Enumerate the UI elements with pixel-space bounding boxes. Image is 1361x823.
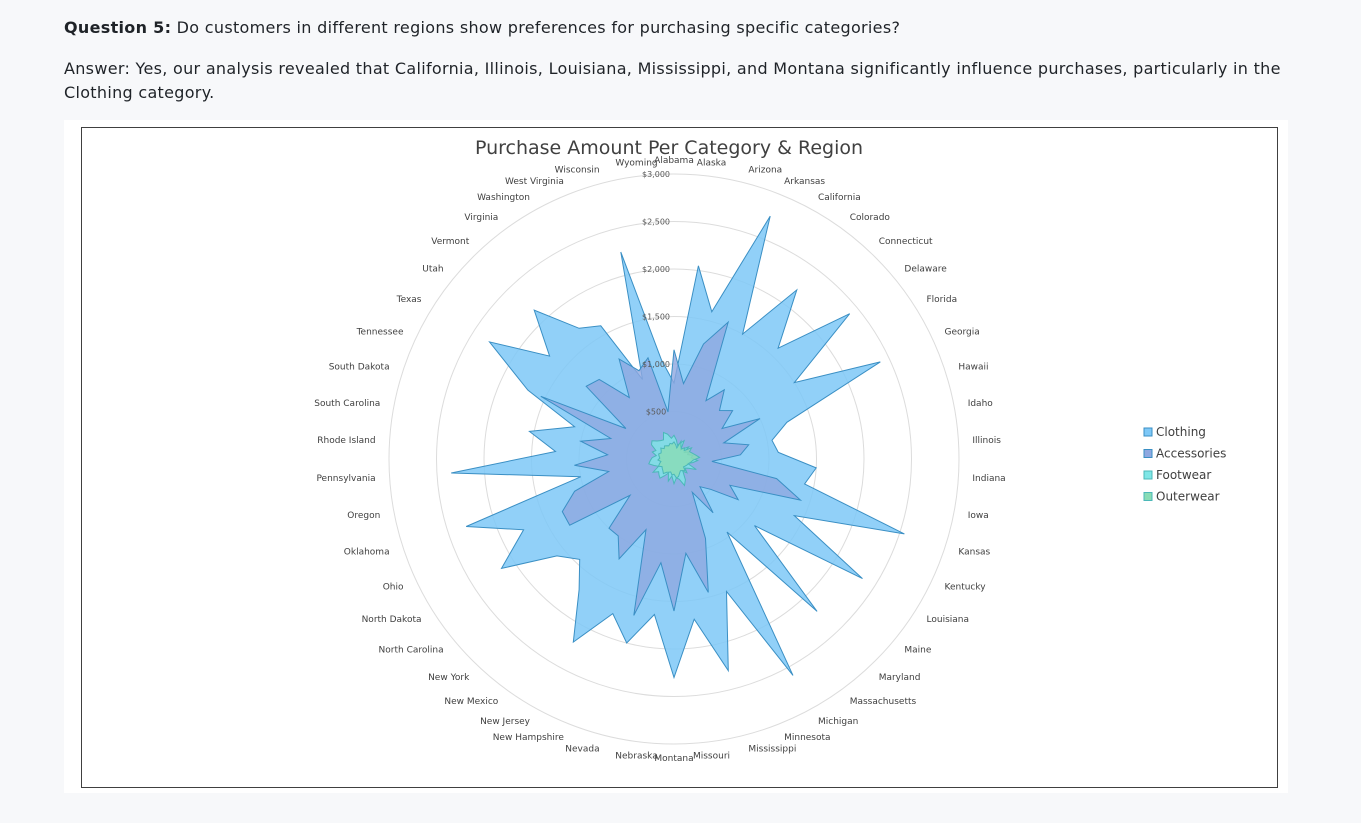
category-label: West Virginia	[505, 177, 564, 187]
category-label: Vermont	[431, 237, 470, 247]
category-label: Alaska	[697, 158, 726, 168]
category-label: Arizona	[748, 165, 782, 175]
category-label: Kansas	[958, 547, 990, 557]
legend-swatch-footwear	[1143, 470, 1153, 480]
category-label: Colorado	[850, 213, 891, 223]
category-label: Oregon	[347, 511, 380, 521]
category-label: Ohio	[383, 582, 404, 592]
legend-swatch-clothing	[1143, 427, 1153, 437]
category-label: Montana	[654, 754, 693, 764]
category-label: Delaware	[904, 264, 947, 274]
category-label: Rhode Island	[317, 436, 375, 446]
category-label: Washington	[477, 193, 530, 203]
category-label: South Carolina	[314, 399, 380, 409]
category-label: Maryland	[879, 673, 921, 683]
category-label: New York	[428, 673, 470, 683]
category-label: Missouri	[693, 752, 730, 762]
category-label: Indiana	[972, 474, 1005, 484]
category-label: Wyoming	[615, 158, 657, 168]
radial-tick-label: $500	[646, 408, 666, 417]
category-label: Oklahoma	[344, 547, 390, 557]
category-label: New Hampshire	[493, 733, 565, 743]
series-outerwear-area	[657, 439, 701, 479]
category-label: Tennessee	[356, 328, 404, 338]
category-label: Virginia	[464, 213, 498, 223]
radar-chart: Purchase Amount Per Category & Region $5…	[81, 127, 1278, 788]
legend-label-outerwear: Outerwear	[1156, 490, 1220, 504]
category-label: Idaho	[968, 399, 994, 409]
category-label: Utah	[422, 264, 443, 274]
category-label: Wisconsin	[555, 165, 600, 175]
category-label: Hawaii	[958, 363, 988, 373]
category-label: Michigan	[818, 717, 858, 727]
category-label: Texas	[396, 295, 422, 305]
answer-text: Answer: Yes, our analysis revealed that …	[64, 59, 1281, 102]
category-label: Florida	[927, 295, 958, 305]
question-heading: Question 5: Do customers in different re…	[64, 17, 900, 39]
category-label: Maine	[904, 646, 931, 656]
radar-gridline-6	[388, 173, 960, 745]
legend-label-footwear: Footwear	[1156, 468, 1211, 482]
category-label: Iowa	[968, 511, 989, 521]
question-text: Do customers in different regions show p…	[171, 18, 901, 37]
radial-tick-label: $3,000	[642, 170, 670, 179]
category-label: California	[818, 193, 861, 203]
category-label: Alabama	[654, 156, 694, 166]
radial-tick-label: $2,500	[642, 218, 670, 227]
legend-label-clothing: Clothing	[1156, 425, 1206, 439]
category-label: Louisiana	[927, 615, 970, 625]
legend-swatch-outerwear	[1143, 492, 1153, 501]
category-label: Minnesota	[784, 733, 830, 743]
category-label: Nebraska	[615, 752, 657, 762]
category-label: New Jersey	[480, 717, 531, 727]
radar-gridline-5	[436, 221, 912, 697]
category-label: Arkansas	[784, 177, 825, 187]
category-label: Connecticut	[879, 237, 933, 247]
radial-tick-label: $1,000	[642, 360, 670, 369]
chart-figure: Purchase Amount Per Category & Region $5…	[64, 120, 1288, 793]
category-label: Pennsylvania	[316, 474, 375, 484]
category-label: Georgia	[945, 328, 980, 338]
category-label: Kentucky	[945, 582, 987, 592]
radial-tick-label: $2,000	[642, 265, 670, 274]
category-label: North Dakota	[362, 615, 422, 625]
legend-label-accessories: Accessories	[1156, 447, 1226, 461]
chart-title: Purchase Amount Per Category & Region	[475, 137, 863, 159]
category-label: New Mexico	[444, 697, 498, 707]
radial-tick-label: $1,500	[642, 313, 670, 322]
category-label: Massachusetts	[850, 697, 917, 707]
category-label: Mississippi	[748, 745, 796, 755]
category-label: South Dakota	[329, 363, 390, 373]
category-label: Nevada	[565, 745, 599, 755]
category-label: Illinois	[972, 436, 1001, 446]
legend-swatch-accessories	[1143, 449, 1153, 458]
question-label: Question 5:	[64, 18, 172, 37]
category-label: North Carolina	[379, 646, 444, 656]
